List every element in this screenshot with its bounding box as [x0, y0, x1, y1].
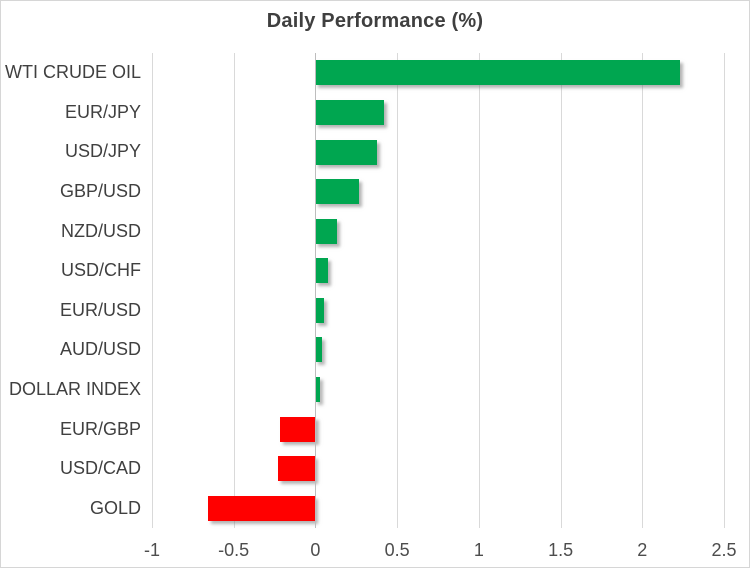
category-label: USD/CHF	[61, 260, 141, 281]
bar	[315, 139, 378, 165]
bar	[277, 456, 316, 482]
bar	[207, 495, 316, 521]
bar	[315, 258, 329, 284]
category-label: AUD/USD	[59, 339, 141, 360]
category-label: GOLD	[89, 497, 141, 518]
bar	[315, 297, 324, 323]
x-tick-label: 0.5	[384, 540, 410, 560]
gridline	[642, 53, 644, 528]
gridline	[560, 53, 562, 528]
gridline	[397, 53, 399, 528]
x-tick-label: -1	[143, 540, 160, 560]
bar	[279, 416, 316, 442]
bar	[315, 60, 680, 86]
x-tick-label: -0.5	[218, 540, 250, 560]
chart-title: Daily Performance (%)	[266, 10, 484, 32]
category-label: EUR/USD	[59, 299, 141, 320]
bar	[315, 99, 384, 125]
category-label: USD/JPY	[64, 141, 141, 162]
category-label: DOLLAR INDEX	[8, 378, 141, 399]
gridline	[724, 53, 725, 528]
category-label: EUR/JPY	[64, 101, 141, 122]
bar	[315, 337, 322, 363]
category-label: WTI CRUDE OIL	[4, 62, 141, 83]
bar	[315, 377, 321, 402]
x-tick-label: 0	[310, 540, 321, 560]
zero-axis-line	[315, 53, 317, 528]
x-tick-label: 1.5	[548, 540, 574, 560]
bar	[315, 179, 360, 204]
category-label: GBP/USD	[59, 181, 141, 202]
category-label: EUR/GBP	[59, 418, 141, 439]
gridline	[152, 53, 153, 528]
gridline	[233, 53, 235, 528]
category-label: USD/CAD	[59, 458, 141, 479]
gridline	[478, 53, 480, 528]
x-tick-label: 2	[637, 540, 648, 560]
bar	[315, 218, 337, 244]
x-tick-label: 1	[473, 540, 484, 560]
x-tick-label: 2.5	[711, 540, 737, 560]
category-label: NZD/USD	[61, 220, 141, 241]
